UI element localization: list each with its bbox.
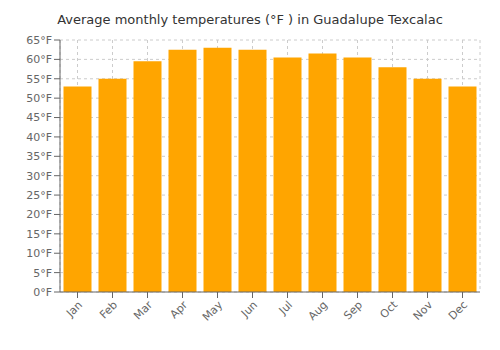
svg-text:Apr: Apr bbox=[167, 298, 190, 321]
svg-text:Sep: Sep bbox=[341, 298, 365, 322]
svg-text:May: May bbox=[200, 298, 226, 324]
svg-text:Nov: Nov bbox=[411, 298, 436, 323]
svg-text:Aug: Aug bbox=[306, 298, 330, 322]
svg-text:30°F: 30°F bbox=[26, 170, 52, 183]
svg-text:Jul: Jul bbox=[276, 298, 295, 317]
svg-text:60°F: 60°F bbox=[26, 53, 52, 66]
svg-text:65°F: 65°F bbox=[26, 34, 52, 47]
svg-text:0°F: 0°F bbox=[33, 286, 52, 299]
svg-text:15°F: 15°F bbox=[26, 228, 52, 241]
svg-text:45°F: 45°F bbox=[26, 111, 52, 124]
svg-text:5°F: 5°F bbox=[33, 267, 52, 280]
svg-text:40°F: 40°F bbox=[26, 131, 52, 144]
svg-text:Jan: Jan bbox=[63, 298, 85, 320]
svg-text:20°F: 20°F bbox=[26, 208, 52, 221]
svg-text:Mar: Mar bbox=[131, 298, 155, 322]
svg-text:35°F: 35°F bbox=[26, 150, 52, 163]
svg-text:Dec: Dec bbox=[446, 298, 470, 322]
svg-text:55°F: 55°F bbox=[26, 73, 52, 86]
svg-text:Jun: Jun bbox=[238, 298, 260, 320]
svg-text:10°F: 10°F bbox=[26, 247, 52, 260]
html-text:Average monthly temperatures (: Average monthly temperatures (°F ) in Gu… bbox=[57, 12, 443, 27]
svg-text:25°F: 25°F bbox=[26, 189, 52, 202]
svg-text:50°F: 50°F bbox=[26, 92, 52, 105]
svg-text:Oct: Oct bbox=[377, 298, 400, 321]
svg-text:Feb: Feb bbox=[97, 298, 120, 321]
